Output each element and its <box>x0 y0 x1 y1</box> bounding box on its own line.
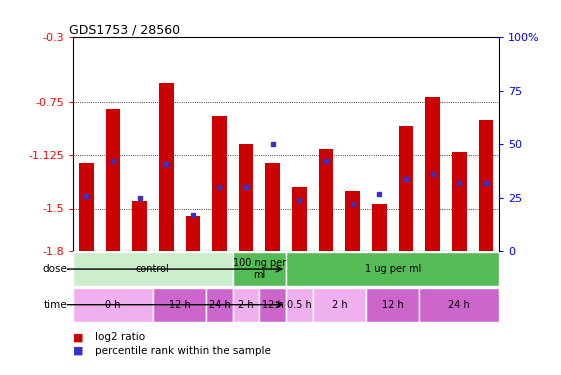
Text: 24 h: 24 h <box>448 300 470 310</box>
Bar <box>233 288 259 322</box>
Bar <box>186 216 200 251</box>
Bar <box>239 144 254 251</box>
Text: 12 h: 12 h <box>262 300 284 310</box>
Bar <box>313 288 366 322</box>
Text: 2 h: 2 h <box>238 300 254 310</box>
Bar <box>292 187 307 251</box>
Bar <box>479 120 493 251</box>
Text: ■: ■ <box>73 333 84 342</box>
Bar <box>79 163 94 251</box>
Text: GDS1753 / 28560: GDS1753 / 28560 <box>68 23 180 36</box>
Bar <box>153 288 206 322</box>
Bar <box>132 201 147 251</box>
Text: control: control <box>136 264 170 274</box>
Bar <box>73 288 153 322</box>
Bar <box>206 288 233 322</box>
Bar <box>319 148 333 251</box>
Text: 0.5 h: 0.5 h <box>287 300 312 310</box>
Bar <box>73 252 233 286</box>
Bar <box>259 288 286 322</box>
Bar <box>346 191 360 251</box>
Text: 0 h: 0 h <box>105 300 121 310</box>
Bar <box>399 126 413 251</box>
Bar <box>372 204 387 251</box>
Text: 24 h: 24 h <box>209 300 231 310</box>
Bar <box>212 116 227 251</box>
Text: time: time <box>44 300 67 310</box>
Text: ■: ■ <box>73 346 84 355</box>
Bar <box>420 288 499 322</box>
Bar <box>265 163 280 251</box>
Bar <box>233 252 286 286</box>
Text: log2 ratio: log2 ratio <box>95 333 145 342</box>
Text: 2 h: 2 h <box>332 300 347 310</box>
Text: percentile rank within the sample: percentile rank within the sample <box>95 346 272 355</box>
Text: 100 ng per
ml: 100 ng per ml <box>233 258 286 280</box>
Bar <box>286 252 499 286</box>
Bar <box>286 288 313 322</box>
Text: dose: dose <box>43 264 67 274</box>
Bar <box>105 109 120 251</box>
Text: 12 h: 12 h <box>169 300 190 310</box>
Text: 1 ug per ml: 1 ug per ml <box>365 264 421 274</box>
Bar <box>159 83 173 251</box>
Text: 12 h: 12 h <box>382 300 403 310</box>
Bar <box>452 152 467 251</box>
Bar <box>425 98 440 251</box>
Bar <box>366 288 420 322</box>
